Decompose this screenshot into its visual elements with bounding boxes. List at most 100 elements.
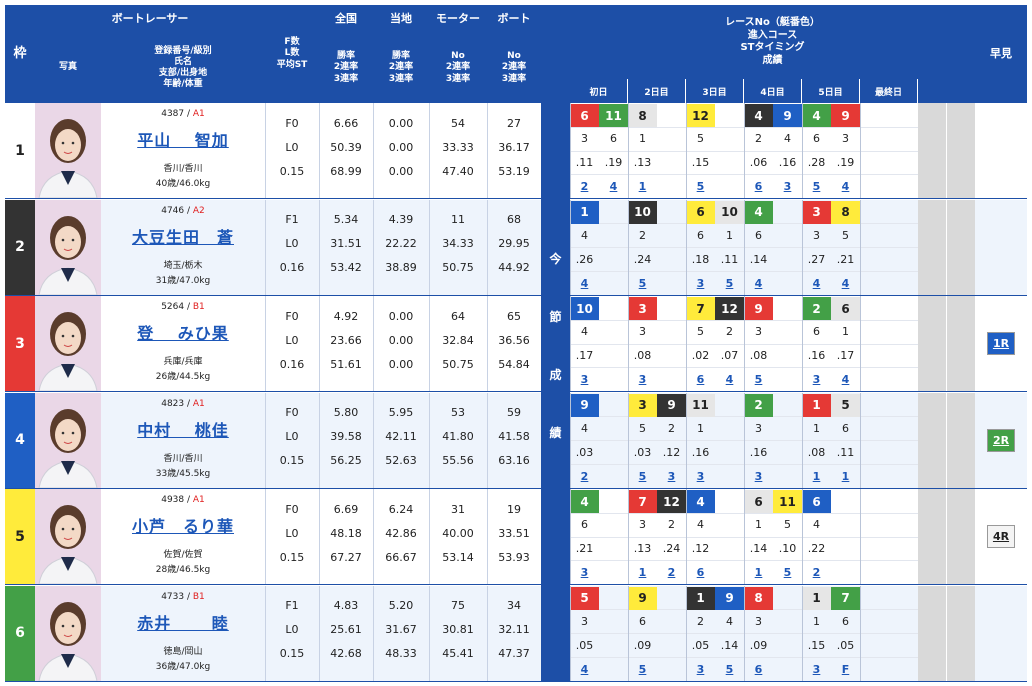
result-link[interactable]: [773, 272, 802, 295]
racer-name-link[interactable]: 赤井 睦: [137, 613, 229, 633]
race-number: 6: [831, 297, 860, 320]
result-link[interactable]: 4: [841, 276, 850, 290]
result-link[interactable]: 5: [725, 662, 734, 676]
result-link[interactable]: 5: [725, 276, 734, 290]
result-link[interactable]: [860, 658, 889, 681]
day-divider: [628, 489, 629, 584]
result-link[interactable]: 3: [696, 276, 705, 290]
race-header-line: STタイミング: [740, 42, 805, 53]
result-link[interactable]: [831, 561, 860, 584]
result-link[interactable]: 3: [580, 566, 589, 579]
result-link[interactable]: 1: [754, 566, 763, 579]
result-link[interactable]: 5: [638, 276, 647, 290]
result-link[interactable]: 3: [638, 373, 647, 386]
result-link[interactable]: 4: [754, 276, 763, 290]
result-link[interactable]: 3: [696, 662, 705, 676]
result-link[interactable]: 1: [812, 469, 821, 483]
result-link[interactable]: 3: [667, 469, 676, 483]
result-link[interactable]: [773, 658, 802, 681]
result-link[interactable]: 6: [696, 373, 705, 386]
result-link[interactable]: [599, 465, 628, 488]
result-link[interactable]: 5: [754, 373, 763, 386]
result-link[interactable]: [860, 175, 889, 198]
result-link[interactable]: 4: [841, 180, 850, 193]
result-link[interactable]: 6: [754, 662, 763, 676]
racer-name-link[interactable]: 小芦 るり華: [131, 517, 234, 536]
result-link[interactable]: 3: [812, 373, 821, 386]
result-link[interactable]: 3: [580, 373, 589, 386]
result-link[interactable]: 4: [580, 662, 589, 676]
result-link[interactable]: 4: [609, 180, 618, 193]
result-link[interactable]: [657, 658, 686, 681]
result-link[interactable]: [715, 465, 744, 488]
course-value: [773, 610, 802, 633]
result-link[interactable]: [715, 561, 744, 584]
result-link[interactable]: 5: [783, 566, 792, 579]
racer-name-link[interactable]: 中村 桃佳: [137, 420, 229, 440]
hayami-race-button[interactable]: 4R: [987, 525, 1015, 548]
day-divider: [686, 585, 687, 681]
result-link[interactable]: 4: [725, 373, 734, 386]
course-value: 3: [813, 228, 820, 242]
result-link[interactable]: [657, 175, 686, 198]
result-link[interactable]: 4: [580, 276, 589, 290]
result-link[interactable]: [889, 272, 918, 295]
result-link[interactable]: [889, 368, 918, 391]
result-link[interactable]: [889, 465, 918, 488]
result-link[interactable]: [599, 368, 628, 391]
zen-value: 68.99: [330, 164, 362, 178]
result-link[interactable]: 5: [638, 662, 647, 676]
racer-name-link[interactable]: 登 みひ果: [137, 324, 229, 343]
result-link[interactable]: 1: [638, 180, 647, 193]
result-link[interactable]: [715, 175, 744, 198]
st-value: .19: [836, 156, 855, 169]
result-link[interactable]: [773, 368, 802, 391]
result-link[interactable]: [860, 368, 889, 391]
result-link[interactable]: 4: [812, 276, 821, 290]
fl-value: 0.15: [279, 454, 305, 467]
day-divider: [744, 103, 745, 198]
reg-number: 4823: [161, 398, 185, 409]
age-weight: 40歳/46.0kg: [155, 179, 211, 189]
day-divider: [570, 103, 571, 198]
result-link[interactable]: [773, 465, 802, 488]
result-link[interactable]: 1: [841, 469, 850, 483]
result-link[interactable]: 3: [783, 180, 792, 193]
result-link[interactable]: 6: [696, 566, 705, 579]
result-link[interactable]: 5: [638, 469, 647, 483]
result-link[interactable]: [657, 272, 686, 295]
result-link[interactable]: [860, 272, 889, 295]
result-link[interactable]: 3: [696, 469, 705, 483]
result-link[interactable]: 2: [812, 566, 821, 579]
result-link[interactable]: 5: [696, 180, 705, 193]
st-value: .24: [662, 542, 681, 555]
result-link[interactable]: 2: [580, 180, 589, 193]
result-link[interactable]: 3: [754, 469, 763, 483]
mot-value: 34.33: [442, 237, 474, 250]
result-link[interactable]: 5: [812, 180, 821, 193]
result-link[interactable]: 1: [638, 566, 647, 579]
result-link[interactable]: 2: [667, 566, 676, 579]
result-link[interactable]: F: [841, 662, 850, 676]
race-number: 6: [686, 200, 715, 224]
result-link[interactable]: 3: [812, 662, 821, 676]
hayami-race-button[interactable]: 1R: [987, 332, 1015, 355]
result-link[interactable]: 2: [580, 469, 589, 483]
racer-name-link[interactable]: 大豆生田 蒼: [131, 227, 234, 247]
result-link[interactable]: 6: [754, 180, 763, 193]
result-link[interactable]: [599, 658, 628, 681]
result-link[interactable]: [657, 368, 686, 391]
result-link[interactable]: [889, 561, 918, 584]
result-link[interactable]: [599, 272, 628, 295]
result-link[interactable]: [889, 175, 918, 198]
st-value: .13: [633, 156, 652, 169]
result-link[interactable]: [889, 658, 918, 681]
course-value: 5: [697, 325, 704, 338]
hayami-race-button[interactable]: 2R: [987, 428, 1015, 452]
result-link[interactable]: [860, 561, 889, 584]
race-number: 9: [570, 393, 599, 417]
result-link[interactable]: [860, 465, 889, 488]
result-link[interactable]: 4: [841, 373, 850, 386]
result-link[interactable]: [599, 561, 628, 584]
racer-name-link[interactable]: 平山 智加: [137, 131, 229, 150]
